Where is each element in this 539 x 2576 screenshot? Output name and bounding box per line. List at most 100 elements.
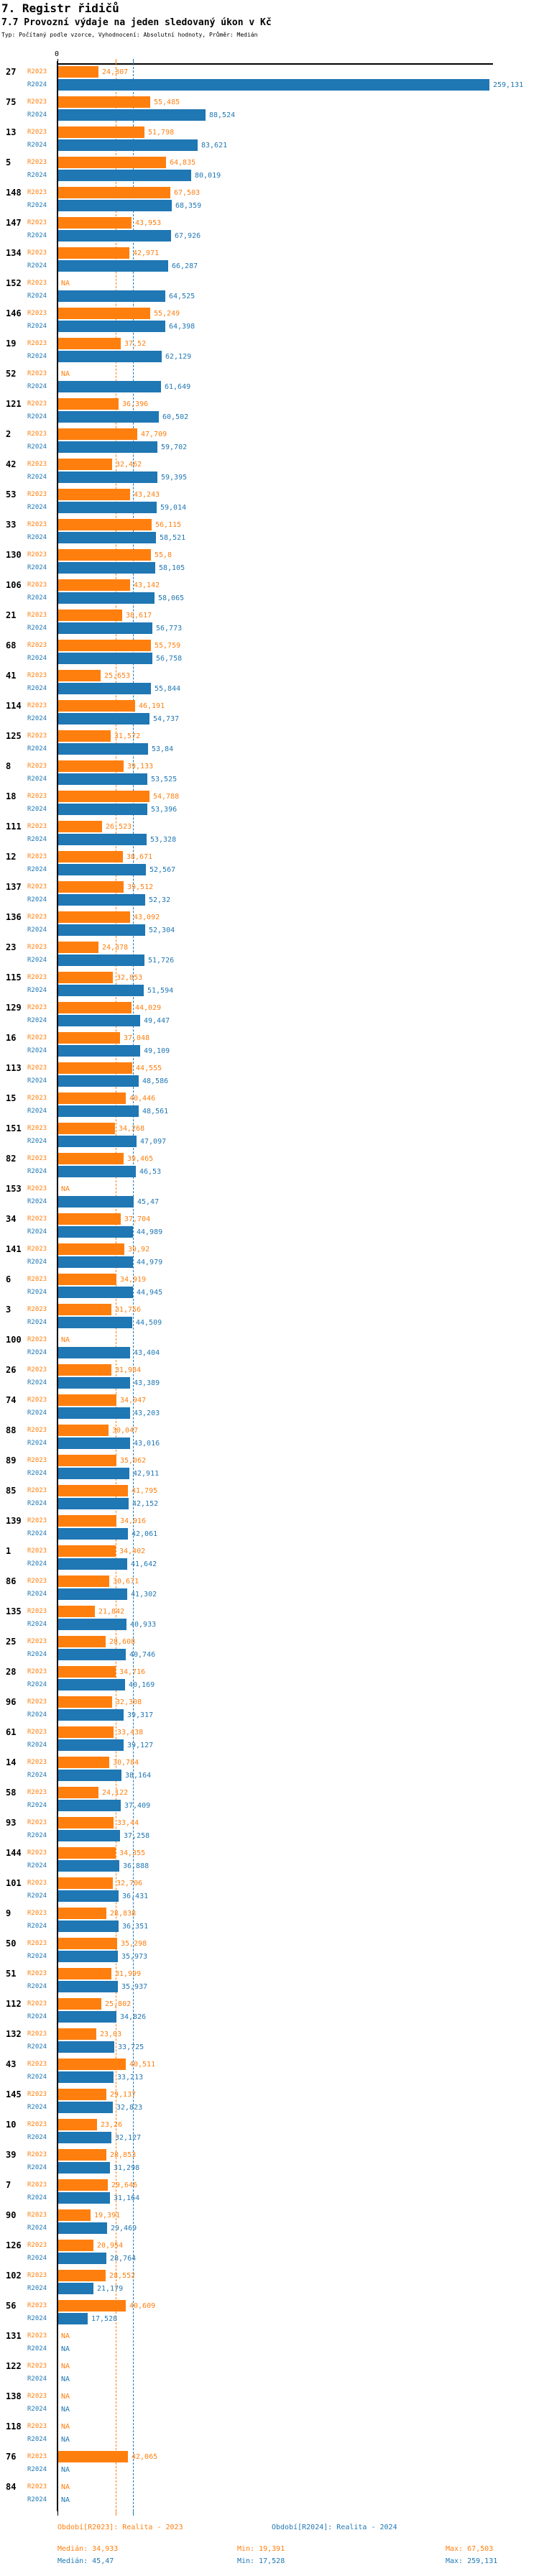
category-label: 33 (6, 520, 17, 530)
category-label: 147 (6, 218, 22, 228)
bar-r2024 (58, 1498, 129, 1509)
bar-r2024 (58, 532, 156, 543)
series-label-r2024: R2024 (27, 1862, 47, 1869)
bar-value-r2024: 21,179 (97, 2285, 124, 2293)
bar-value-r2023: 29,137 (110, 2091, 137, 2099)
series-label-r2023: R2023 (27, 1306, 47, 1313)
bar-r2024 (58, 2132, 111, 2143)
bar-r2023 (58, 579, 130, 591)
series-label-r2024: R2024 (27, 715, 47, 722)
bar-r2024 (58, 2041, 114, 2053)
bar-r2024 (58, 894, 145, 906)
bar-value-r2023: 31,984 (115, 1366, 142, 1374)
series-label-r2023: R2023 (27, 2212, 47, 2219)
bar-r2023 (58, 670, 101, 681)
bar-value-r2024: 36,431 (122, 1892, 149, 1900)
series-label-r2023: R2023 (27, 1397, 47, 1404)
bar-value-r2024: 43,016 (134, 1440, 160, 1448)
series-label-r2023: R2023 (27, 1004, 47, 1011)
bar-r2023 (58, 1847, 116, 1859)
category-label: 74 (6, 1395, 17, 1405)
series-label-r2023: R2023 (27, 1125, 47, 1132)
bar-r2023 (58, 398, 119, 410)
bar-value-r2024: 34,826 (120, 2013, 147, 2021)
series-label-r2023: R2023 (27, 2453, 47, 2460)
bar-value-r2024: 44,945 (137, 1289, 163, 1297)
bar-r2023 (58, 1062, 132, 1074)
bar-r2023 (58, 1908, 106, 1919)
series-label-r2023: R2023 (27, 1638, 47, 1645)
bar-r2023 (58, 1787, 98, 1798)
bar-r2023 (58, 2028, 96, 2040)
bar-r2024 (58, 411, 159, 423)
bar-r2023 (58, 1576, 109, 1587)
bar-r2023 (58, 2089, 106, 2100)
series-label-r2023: R2023 (27, 521, 47, 528)
bar-value-r2023: 44,029 (135, 1004, 162, 1012)
bar-r2023 (58, 1968, 111, 1979)
series-label-r2024: R2024 (27, 1077, 47, 1085)
category-label: 88 (6, 1425, 17, 1435)
bar-value-r2023: 39,465 (127, 1155, 154, 1163)
series-label-r2024: R2024 (27, 383, 47, 390)
bar-r2023 (58, 1998, 101, 2010)
series-label-r2024: R2024 (27, 1017, 47, 1024)
bar-value-r2024: 48,586 (142, 1077, 169, 1085)
series-label-r2024: R2024 (27, 81, 47, 88)
bar-value-r2023: 37,52 (124, 340, 147, 348)
series-label-r2023: R2023 (27, 1849, 47, 1857)
series-label-r2023: R2023 (27, 944, 47, 951)
bar-value-r2023: 46,191 (139, 702, 165, 710)
series-label-r2024: R2024 (27, 1047, 47, 1054)
bar-value-r2024: 44,509 (136, 1319, 162, 1327)
bar-value-r2024: 55,844 (155, 685, 181, 693)
bar-value-r2023: 54,788 (153, 793, 180, 801)
series-label-r2023: R2023 (27, 1819, 47, 1826)
bar-value-r2023: 34,947 (120, 1397, 147, 1404)
bar-value-r2024: 43,203 (134, 1409, 160, 1417)
bar-value-r2023: 21,842 (98, 1608, 125, 1616)
series-label-r2024: R2024 (27, 1168, 47, 1175)
bar-r2023 (58, 247, 129, 259)
category-label: 131 (6, 2331, 22, 2341)
category-label: 75 (6, 97, 17, 107)
series-label-r2024: R2024 (27, 1530, 47, 1537)
series-label-r2024: R2024 (27, 1289, 47, 1296)
bar-r2024 (58, 1679, 125, 1690)
series-label-r2023: R2023 (27, 310, 47, 317)
bar-r2023 (58, 791, 149, 802)
series-label-r2023: R2023 (27, 1215, 47, 1223)
bar-r2024 (58, 351, 162, 362)
bar-r2023 (58, 1394, 116, 1406)
series-label-r2024: R2024 (27, 353, 47, 360)
bar-r2023 (58, 1032, 120, 1044)
category-label: 9 (6, 1908, 11, 1918)
series-label-r2024: R2024 (27, 1560, 47, 1568)
category-label: 84 (6, 2482, 17, 2492)
series-label-r2024: R2024 (27, 1742, 47, 1749)
bar-value-r2023: 41,795 (132, 1487, 158, 1495)
bar-value-r2024: 52,32 (149, 896, 171, 904)
series-label-r2023: R2023 (27, 2181, 47, 2189)
series-label-r2024: R2024 (27, 172, 47, 179)
series-label-r2023: R2023 (27, 2483, 47, 2490)
category-label: 6 (6, 1274, 11, 1284)
bar-r2024 (58, 230, 171, 242)
series-label-r2024: R2024 (27, 323, 47, 330)
bar-r2023 (58, 1666, 116, 1678)
category-label: 76 (6, 2452, 17, 2462)
bar-r2024 (58, 79, 489, 91)
bar-r2024 (58, 2222, 107, 2234)
series-label-r2023: R2023 (27, 1698, 47, 1706)
bar-value-r2023: 34,716 (119, 1668, 146, 1676)
bar-r2023 (58, 187, 170, 198)
y-axis-line (57, 61, 58, 2511)
series-label-r2023: R2023 (27, 763, 47, 770)
category-label: 106 (6, 580, 22, 590)
bar-value-r2023: 55,249 (154, 310, 180, 318)
category-label: 96 (6, 1697, 17, 1707)
series-label-r2024: R2024 (27, 1621, 47, 1628)
bar-value-r2024: 39,317 (127, 1711, 154, 1719)
series-label-r2023: R2023 (27, 370, 47, 377)
category-label: 52 (6, 369, 17, 379)
